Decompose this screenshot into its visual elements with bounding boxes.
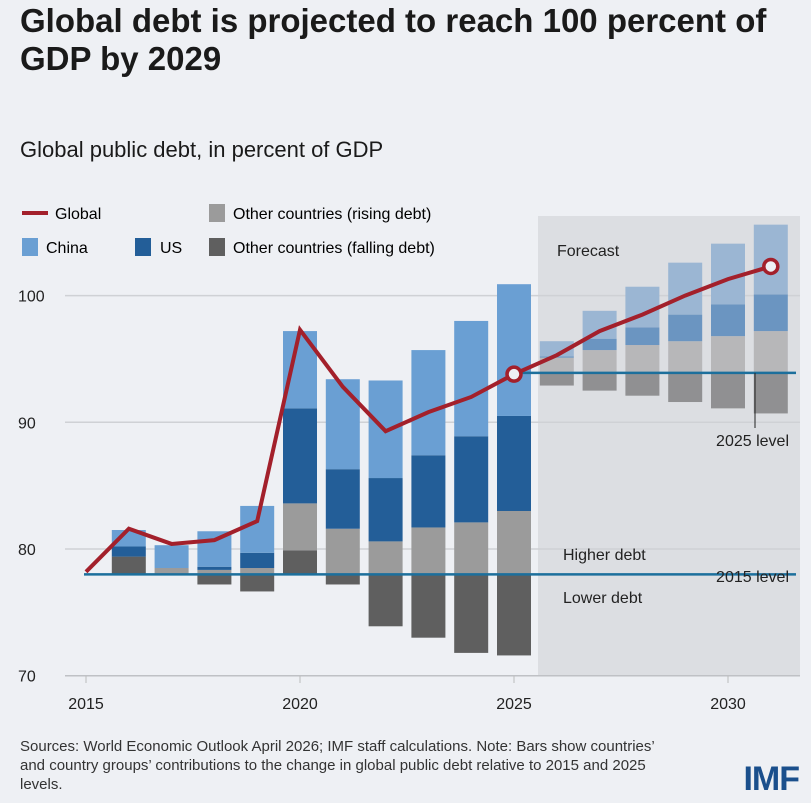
bar-segment-rising — [454, 522, 489, 575]
legend-global-label: Global — [55, 206, 101, 223]
bar-segment-china — [154, 545, 189, 569]
y-tick-label: 70 — [18, 669, 36, 686]
bar-segment-china — [111, 529, 146, 547]
bar-segment-china — [497, 284, 531, 416]
global-marker-2025 — [505, 365, 523, 383]
forecast-label: Forecast — [557, 243, 620, 260]
bar-segment-us — [197, 566, 232, 570]
bar-segment-falling — [411, 574, 446, 638]
bar-segment-rising — [368, 541, 403, 575]
bar-segment-falling — [753, 372, 788, 414]
legend-rising-swatch — [209, 204, 225, 222]
legend-rising-label: Other countries (rising debt) — [233, 206, 431, 223]
chart-area: Forecast 70 80 90 100 2015 2020 2025 2030 2025 le… — [18, 204, 800, 713]
bar-segment-rising — [539, 357, 574, 373]
bar-segment-china — [325, 379, 360, 470]
bar-segment-rising — [625, 345, 660, 373]
bar-segment-falling — [497, 574, 531, 656]
bar-segment-rising — [154, 568, 189, 575]
bar-segment-us — [668, 314, 703, 342]
level-2015-label: 2015 level — [716, 569, 789, 586]
bar-segment-us — [582, 338, 617, 351]
lower-debt-label: Lower debt — [563, 590, 643, 607]
bar-segment-falling — [711, 372, 745, 409]
legend-china-label: China — [46, 240, 88, 257]
bar-segment-rising — [753, 331, 788, 373]
legend-us-label: US — [160, 240, 182, 257]
bar-segment-china — [668, 262, 703, 315]
x-tick-label: 2025 — [496, 696, 532, 713]
bar-segment-falling — [368, 574, 403, 627]
chart-subtitle: Global public debt, in percent of GDP — [20, 137, 384, 162]
bar-segment-us — [625, 327, 660, 346]
bar-segment-falling — [197, 574, 232, 585]
bar-segment-us — [240, 552, 275, 569]
bar-segment-rising — [668, 341, 703, 373]
bar-segment-rising — [497, 510, 531, 575]
bar-segment-falling — [539, 372, 574, 386]
bar-segment-us — [368, 478, 403, 542]
bar-segment-us — [753, 294, 788, 332]
y-tick-label: 90 — [18, 415, 36, 432]
bar-segment-us — [411, 455, 446, 528]
bar-segment-falling — [240, 574, 275, 592]
bar-segment-rising — [325, 528, 360, 575]
x-tick-label: 2015 — [68, 696, 104, 713]
bar-segment-falling — [111, 556, 146, 575]
legend-us-swatch — [135, 238, 151, 256]
y-tick-label: 100 — [18, 289, 45, 306]
x-tick-label: 2030 — [710, 696, 746, 713]
legend-falling-swatch — [209, 238, 225, 256]
higher-debt-label: Higher debt — [563, 547, 646, 564]
bar-segment-us — [454, 436, 489, 523]
bar-segment-rising — [197, 569, 232, 575]
legend-falling-label: Other countries (falling debt) — [233, 240, 435, 257]
bar-segment-china — [411, 350, 446, 456]
imf-logo: IMF — [743, 760, 800, 798]
bar-segment-rising — [582, 350, 617, 373]
bar-segment-falling — [625, 372, 660, 396]
bar-segment-us — [711, 304, 745, 337]
bar-segment-us — [325, 469, 360, 529]
bar-segment-rising — [411, 527, 446, 575]
bar-segment-us — [111, 546, 146, 557]
legend-china-swatch — [22, 238, 38, 256]
bar-segment-falling — [668, 372, 703, 403]
sources-note: Sources: World Economic Outlook April 20… — [20, 738, 655, 793]
bar-segment-rising — [283, 503, 317, 551]
global-marker-2031 — [762, 257, 780, 276]
bar-segment-us — [283, 408, 317, 504]
level-2025-label: 2025 level — [716, 433, 789, 450]
bar-segment-falling — [454, 574, 489, 653]
global-debt-line — [84, 264, 772, 574]
chart-title: Global debt is projected to reach 100 pe… — [20, 2, 767, 77]
bar-segment-falling — [325, 574, 360, 585]
bar-segment-falling — [283, 550, 317, 575]
bar-segment-china — [454, 320, 489, 437]
bar-segment-falling — [582, 372, 617, 391]
y-tick-label: 80 — [18, 542, 36, 559]
bar-segment-us — [497, 415, 531, 511]
bar-segment-rising — [240, 568, 275, 575]
x-tick-label: 2020 — [282, 696, 318, 713]
bar-segment-rising — [711, 336, 745, 373]
